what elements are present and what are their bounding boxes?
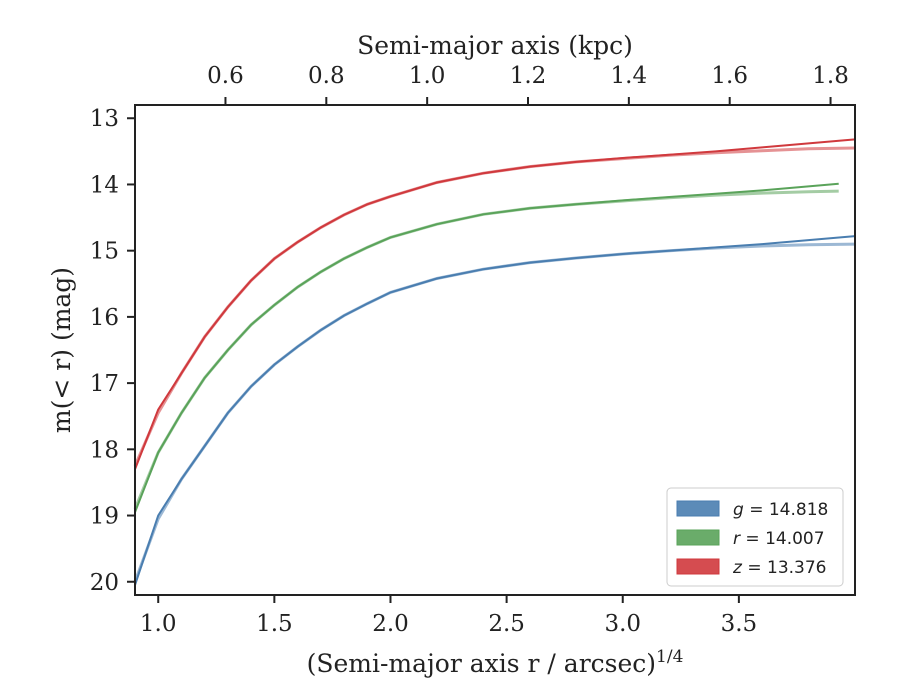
legend-label-z: z = 13.376 <box>732 558 826 578</box>
y-tick-label: 18 <box>90 437 119 463</box>
legend-value: = <box>742 558 767 578</box>
y-tick-label: 19 <box>90 504 119 530</box>
legend-value: = <box>740 529 765 549</box>
y-tick-label: 14 <box>90 172 119 198</box>
x-tick-label: 1.0 <box>140 611 177 637</box>
legend-label-r: r = 14.007 <box>733 529 825 549</box>
legend-swatch-g <box>676 500 720 517</box>
top-tick-label: 1.2 <box>510 63 547 89</box>
x-axis-title-main: (Semi-major axis r / arcsec) <box>307 649 656 678</box>
legend-magnitude: 14.818 <box>769 500 828 520</box>
legend-value: = <box>744 500 769 520</box>
y-tick-label: 16 <box>90 305 119 331</box>
x-axis-title: (Semi-major axis r / arcsec)1/4 <box>307 647 684 678</box>
top-axis-title: Semi-major axis (kpc) <box>357 31 633 60</box>
bottom-axis: 1.0 1.5 2.0 2.5 3.0 3.5 <box>140 595 757 637</box>
legend-swatch-r <box>676 529 720 546</box>
x-axis-title-sup: 1/4 <box>656 647 683 667</box>
legend-band: r <box>733 529 741 549</box>
legend: g = 14.818 r = 14.007 z = 13.376 <box>666 487 844 587</box>
top-tick-label: 1.8 <box>812 63 849 89</box>
series-r-line <box>134 182 839 513</box>
legend-label-g: g = 14.818 <box>733 500 828 520</box>
top-tick-label: 0.8 <box>308 63 345 89</box>
y-axis-title: m(< r) (mag) <box>47 267 76 433</box>
top-tick-label: 1.6 <box>711 63 748 89</box>
left-axis: 13 14 15 16 17 18 19 20 <box>90 106 135 596</box>
legend-band: g <box>733 500 744 520</box>
y-tick-label: 15 <box>90 239 119 265</box>
x-tick-label: 3.0 <box>604 611 641 637</box>
series-g-line <box>134 235 856 586</box>
y-tick-label: 17 <box>90 371 119 397</box>
y-tick-label: 13 <box>90 106 119 132</box>
top-tick-label: 1.0 <box>409 63 446 89</box>
legend-magnitude: 13.376 <box>767 558 826 578</box>
top-tick-label: 1.4 <box>611 63 648 89</box>
x-tick-label: 2.5 <box>488 611 525 637</box>
x-tick-label: 3.5 <box>721 611 758 637</box>
series-layer <box>133 138 856 586</box>
x-tick-label: 2.0 <box>372 611 409 637</box>
series-z-line <box>134 138 856 470</box>
x-tick-label: 1.5 <box>256 611 293 637</box>
top-tick-label: 0.6 <box>207 63 244 89</box>
plot-frame <box>134 104 856 596</box>
legend-magnitude: 14.007 <box>765 529 824 549</box>
top-axis: 0.6 0.8 1.0 1.2 1.4 1.6 1.8 <box>207 63 849 105</box>
y-tick-label: 20 <box>90 570 119 596</box>
legend-swatch-z <box>676 558 720 575</box>
legend-band: z <box>732 558 743 578</box>
